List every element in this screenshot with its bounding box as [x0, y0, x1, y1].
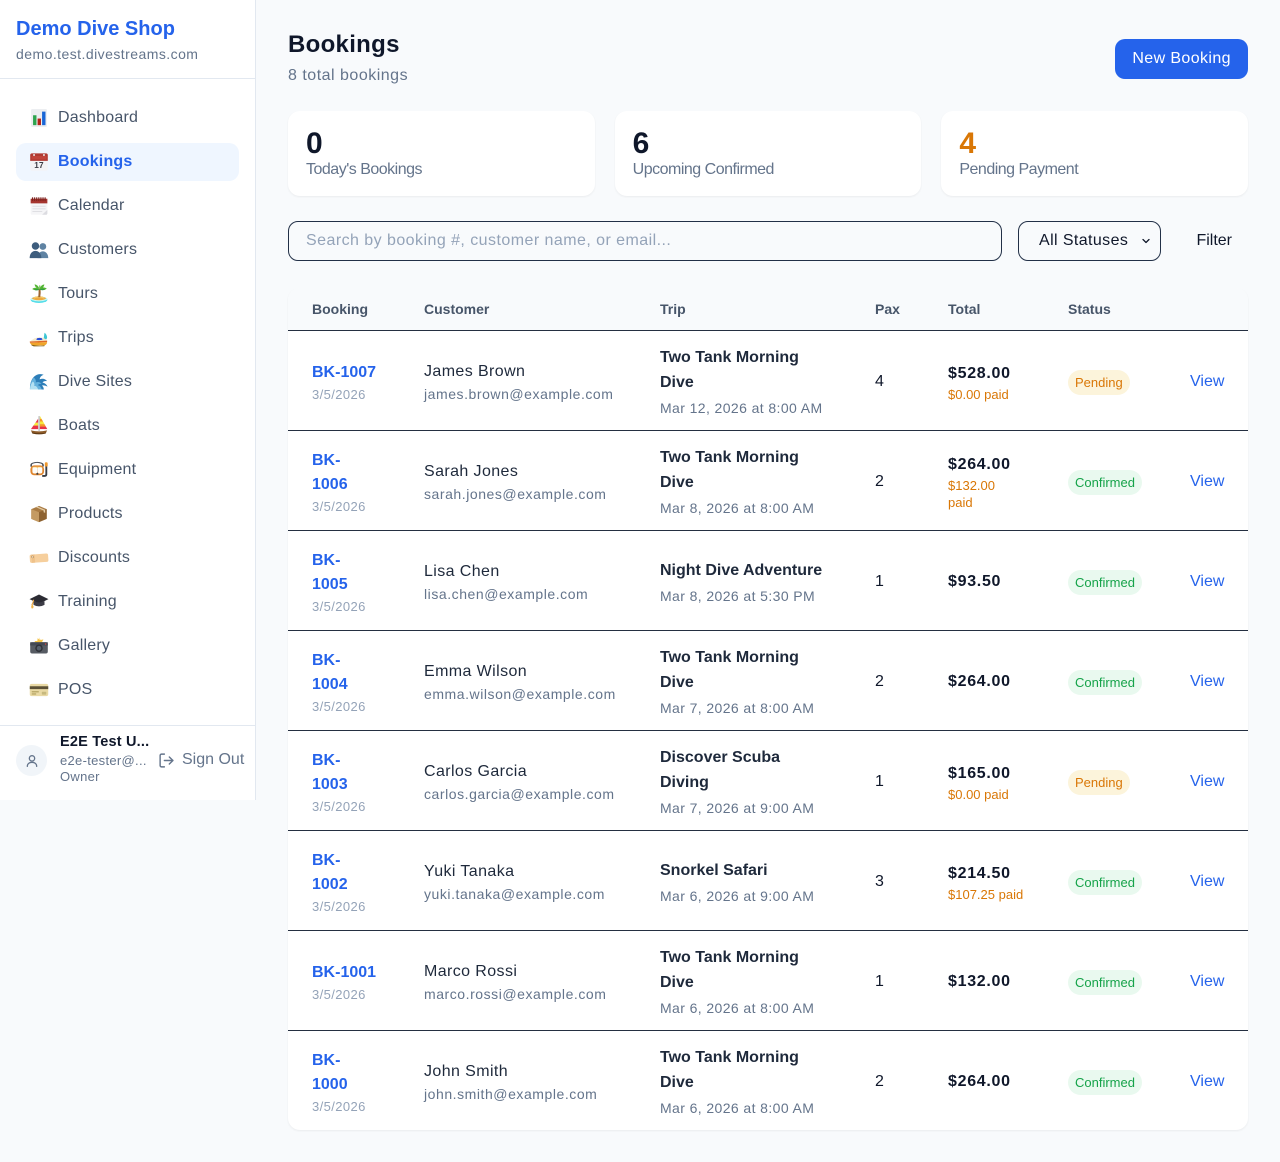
svg-text:17: 17 — [34, 161, 44, 170]
